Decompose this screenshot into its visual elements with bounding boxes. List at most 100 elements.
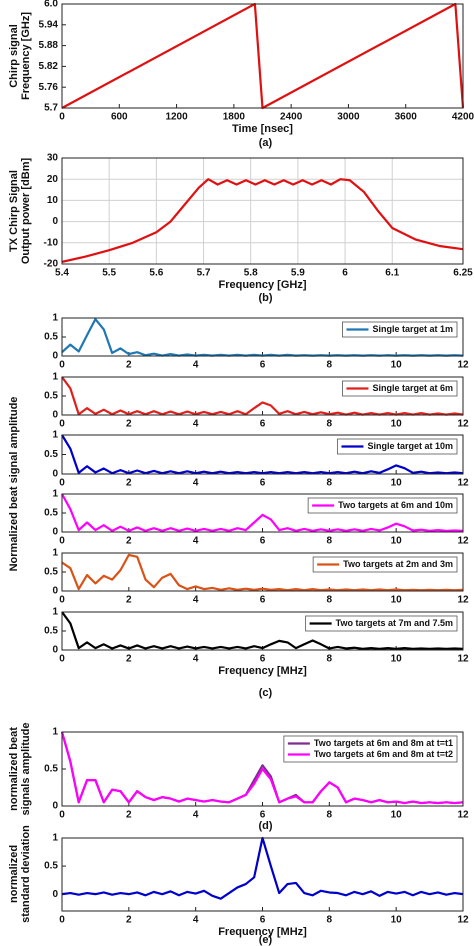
legend-box [307,497,458,514]
y-axis-label: Normalized beat signal amplitude [8,397,20,572]
legend-label: Single target at 1m [372,324,453,334]
y-tick-label: 6.0 [44,0,58,10]
x-tick-label: 2 [126,915,132,926]
y-tick-label: 0 [52,586,58,597]
y-axis-label: normalized [8,845,20,903]
x-axis-label: Frequency [MHz] [218,665,307,677]
x-tick-label: 6 [260,810,266,821]
y-tick-label: 1 [52,313,58,324]
y-axis-label: normalized beat [8,727,20,811]
x-tick-label: 8 [327,360,333,371]
panel-caption: (a) [259,137,273,149]
y-tick-label: 1 [52,833,58,844]
x-tick-label: 8 [327,595,333,606]
x-tick-label: 6 [260,360,266,371]
y-axis-label: Frequency [GHz] [20,12,32,100]
legend: Single target at 10m [337,438,458,455]
legend-box [305,615,458,632]
y-tick-label: 0 [52,527,58,538]
legend-label: Two targets at 6m and 8m at t=t2 [314,749,453,759]
x-tick-label: 6 [260,654,266,665]
x-tick-label: 6 [342,268,348,279]
x-tick-label: 10 [391,536,403,547]
x-tick-label: 12 [457,478,469,489]
y-tick-label: 1 [52,548,58,559]
plot-frame [61,317,464,357]
y-tick-label: 0.5 [44,391,58,402]
x-tick-label: 12 [457,360,469,371]
x-axis-label: Frequency [MHz] [218,926,307,938]
y-tick-label: 1 [52,372,58,383]
legend-label: Two targets at 6m and 10m [338,500,453,510]
y-axis-label: Output power [dBm] [20,158,32,265]
x-tick-label: 12 [457,810,469,821]
x-tick-label: 12 [457,915,469,926]
y-tick-label: 0 [52,801,58,812]
legend: Single target at 1m [342,321,458,338]
legend: Single target at 6m [342,380,458,397]
x-tick-label: 12 [457,595,469,606]
data-line [61,611,464,650]
plot-frame [61,552,464,592]
y-tick-label: 0.5 [44,508,58,519]
y-axis-label: signals amplitude [20,723,32,816]
y-tick-label: -20 [44,259,59,270]
x-tick-label: 6.1 [385,268,399,279]
x-tick-label: 10 [391,595,403,606]
x-tick-label: 6 [260,419,266,430]
x-tick-label: 0 [59,654,65,665]
x-axis-label: Frequency [GHz] [218,279,306,291]
legend-label: Two targets at 7m and 7.5m [336,618,453,628]
legend-box [312,556,458,573]
x-tick-label: 10 [391,478,403,489]
x-tick-label: 2 [126,810,132,821]
x-tick-label: 4 [193,595,199,606]
y-tick-label: 0.5 [44,567,58,578]
plot-frame [61,837,464,912]
x-tick-label: 8 [327,810,333,821]
plot-frame [61,3,464,109]
legend-label: Single target at 6m [372,383,453,393]
plot-frame [61,611,464,651]
legend: Two targets at 2m and 3m [312,556,458,573]
plot-area [62,838,463,911]
legend-box [342,321,458,338]
x-tick-label: 1200 [165,112,188,123]
x-tick-label: 1800 [223,112,246,123]
x-tick-label: 12 [457,536,469,547]
data-line [61,434,464,475]
y-tick-label: 1 [52,489,58,500]
legend-box [337,438,458,455]
panel-caption: (d) [258,820,272,832]
x-tick-label: 0 [59,915,65,926]
x-tick-label: 8 [327,478,333,489]
plot-frame [61,731,464,807]
y-tick-label: 10 [47,195,59,206]
x-tick-label: 4 [193,360,199,371]
x-tick-label: 6 [260,915,266,926]
y-tick-label: -10 [44,237,59,248]
x-tick-label: 10 [391,654,403,665]
x-tick-label: 5.9 [291,268,305,279]
y-axis-label: Chirp signal [8,24,20,88]
x-tick-label: 5.8 [244,268,258,279]
y-tick-label: 0.5 [44,332,58,343]
x-tick-label: 6.25 [453,268,473,279]
y-tick-label: 0 [52,469,58,480]
y-tick-label: 5.88 [39,40,59,51]
y-tick-label: 0 [52,889,58,900]
x-tick-label: 6 [260,536,266,547]
x-tick-label: 3600 [395,112,418,123]
y-axis-label: TX Chirp Signal [8,170,20,252]
y-tick-label: 30 [47,153,59,164]
x-tick-label: 4200 [452,112,474,123]
x-tick-label: 2 [126,654,132,665]
x-tick-label: 600 [111,112,128,123]
x-tick-label: 4 [193,419,199,430]
y-tick-label: 1 [52,727,58,738]
x-tick-label: 4 [193,810,199,821]
x-tick-label: 0 [59,360,65,371]
x-tick-label: 4 [193,915,199,926]
legend-label: Single target at 10m [367,441,453,451]
